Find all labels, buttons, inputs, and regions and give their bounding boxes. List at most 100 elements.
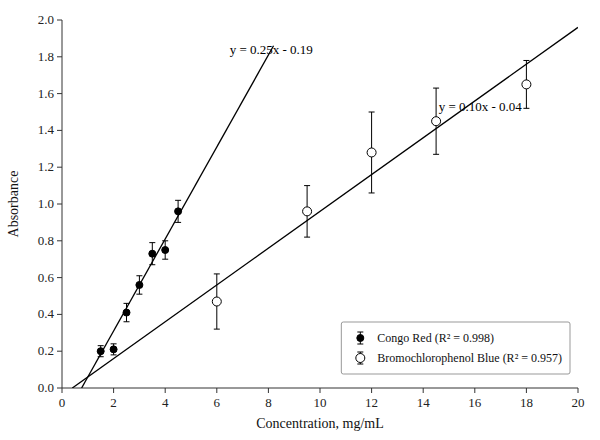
legend-errorbar-cap — [357, 332, 363, 333]
x-tick-label: 10 — [314, 395, 327, 410]
point — [123, 309, 130, 316]
y-tick-label: 0.0 — [38, 380, 54, 395]
error-bar-cap — [149, 242, 155, 243]
x-tick-label: 8 — [265, 395, 272, 410]
y-tick-label: 0.4 — [38, 306, 55, 321]
x-tick — [371, 388, 372, 393]
x-tick — [578, 388, 579, 393]
error-bar — [136, 276, 142, 294]
error-bar-cap — [136, 294, 142, 295]
error-bar-cap — [214, 273, 220, 274]
error-bar — [162, 241, 168, 259]
error-bar-cap — [214, 329, 220, 330]
error-bar-cap — [162, 259, 168, 260]
point — [303, 207, 312, 216]
error-bar — [98, 346, 104, 357]
y-tick-label: 2.0 — [38, 12, 54, 27]
error-bar-cap — [433, 154, 439, 155]
y-tick-label: 1.8 — [38, 49, 54, 64]
points — [97, 60, 531, 356]
error-bar-cap — [523, 108, 529, 109]
legend-marker — [357, 335, 364, 342]
y-tick — [57, 130, 62, 131]
point — [162, 247, 169, 254]
error-bar-cap — [98, 345, 104, 346]
point — [97, 348, 104, 355]
annotation: y = 0.25x - 0.19 — [230, 42, 313, 57]
error-bar-cap — [369, 112, 375, 113]
y-tick — [57, 240, 62, 241]
y-tick — [57, 56, 62, 57]
error-bar — [175, 200, 181, 222]
y-tick-label: 1.2 — [38, 159, 54, 174]
error-bar-cap — [111, 343, 117, 344]
error-bar — [124, 303, 130, 321]
y-tick-label: 0.2 — [38, 343, 54, 358]
x-tick-label: 18 — [520, 395, 533, 410]
y-tick-label: 0.8 — [38, 233, 54, 248]
point — [432, 117, 441, 126]
y-tick-label: 1.0 — [38, 196, 54, 211]
point — [175, 208, 182, 215]
fit-lines — [72, 27, 578, 388]
error-bar-cap — [124, 321, 130, 322]
x-tick — [320, 388, 321, 393]
error-bar-cap — [369, 192, 375, 193]
y-tick — [57, 20, 62, 21]
error-bar-cap — [124, 303, 130, 304]
fit-line — [72, 27, 578, 388]
point — [136, 281, 143, 288]
error-bar-cap — [523, 60, 529, 61]
error-bar-cap — [149, 264, 155, 265]
error-bar — [111, 344, 117, 355]
chart: 0 2 4 6 8 10 12 14 16 18 20 0.0 0.2 0.4 0.6 0.8 1.0 1.2 1.… — [0, 0, 600, 440]
legend-label: Bromochlorophenol Blue (R² = 0.957) — [377, 351, 562, 365]
legend: Congo Red (R² = 0.998) Bromochlorophenol … — [341, 322, 570, 374]
y-tick — [57, 388, 62, 389]
x-tick-label: 20 — [572, 395, 585, 410]
x-tick — [423, 388, 424, 393]
legend-marker — [356, 354, 365, 363]
y-axis-label: Absorbance — [6, 171, 21, 238]
x-tick-label: 12 — [365, 395, 378, 410]
y-tick — [57, 277, 62, 278]
x-tick — [526, 388, 527, 393]
y-tick-label: 0.6 — [38, 270, 55, 285]
y-tick — [57, 204, 62, 205]
x-tick-label: 4 — [162, 395, 169, 410]
x-tick — [268, 388, 269, 393]
x-axis-label: Concentration, mg/mL — [256, 416, 384, 431]
error-bar-cap — [175, 200, 181, 201]
error-bar-cap — [98, 356, 104, 357]
y-tick — [57, 351, 62, 352]
error-bar-cap — [175, 222, 181, 223]
fit-line — [82, 46, 274, 388]
x-tick-label: 16 — [468, 395, 482, 410]
error-bar-cap — [433, 88, 439, 89]
x-tick — [474, 388, 475, 393]
legend-errorbar-cap — [357, 364, 363, 365]
error-bar-cap — [304, 185, 310, 186]
point — [522, 80, 531, 89]
x-tick-label: 2 — [110, 395, 117, 410]
legend-label: Congo Red (R² = 0.998) — [377, 331, 494, 345]
point — [367, 148, 376, 157]
x-tick-label: 6 — [214, 395, 221, 410]
x-tick — [113, 388, 114, 393]
point — [212, 297, 221, 306]
legend-errorbar-cap — [357, 344, 363, 345]
legend-box — [341, 322, 570, 374]
legend-errorbar-cap — [357, 352, 363, 353]
error-bar-cap — [304, 237, 310, 238]
annotation: y = 0.10x - 0.04 — [439, 99, 523, 114]
x-tick-label: 14 — [417, 395, 431, 410]
y-tick-label: 1.4 — [38, 122, 55, 137]
x-tick — [216, 388, 217, 393]
marks — [72, 27, 578, 388]
y-tick-label: 1.6 — [38, 86, 55, 101]
error-bar — [149, 243, 155, 265]
y-tick — [57, 93, 62, 94]
x-tick-label: 0 — [59, 395, 66, 410]
y-tick — [57, 167, 62, 168]
point — [110, 346, 117, 353]
